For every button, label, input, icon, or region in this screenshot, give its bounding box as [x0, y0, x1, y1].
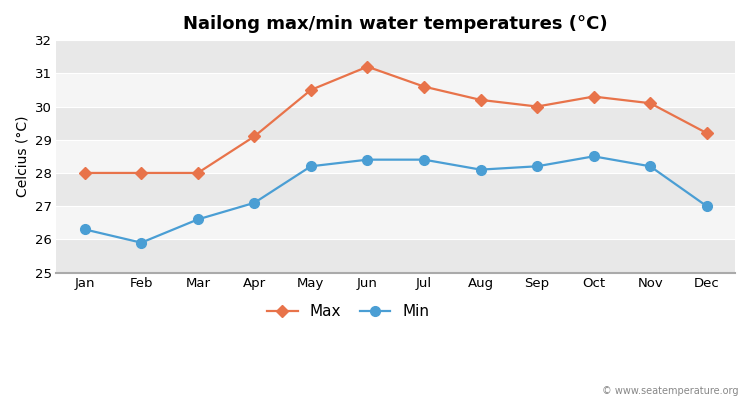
Bar — [56, 173, 735, 206]
Bar — [56, 140, 735, 173]
Bar — [56, 73, 735, 106]
Legend: Max, Min: Max, Min — [261, 298, 436, 325]
Text: © www.seatemperature.org: © www.seatemperature.org — [602, 386, 739, 396]
Bar — [56, 40, 735, 73]
Bar — [56, 206, 735, 239]
Bar — [56, 106, 735, 140]
Bar — [56, 239, 735, 272]
Y-axis label: Celcius (°C): Celcius (°C) — [15, 116, 29, 197]
Title: Nailong max/min water temperatures (°C): Nailong max/min water temperatures (°C) — [184, 15, 608, 33]
